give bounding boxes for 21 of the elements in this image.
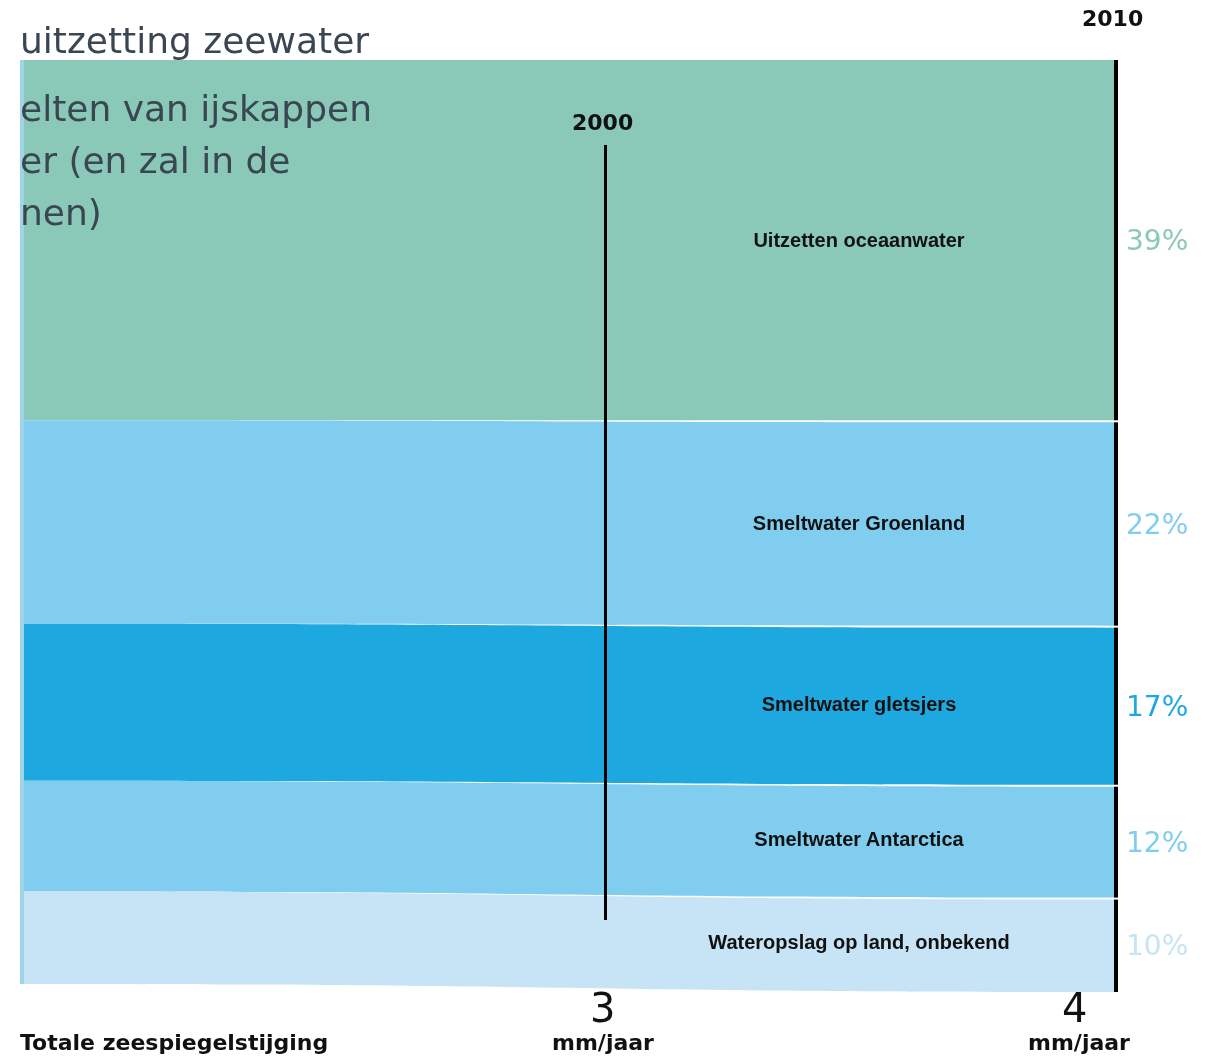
text: 2010 [1082, 6, 1144, 31]
data-label: 17% [1126, 689, 1189, 723]
data-label: 22% [1126, 507, 1189, 541]
text: mm/jaar [1028, 1030, 1130, 1055]
category-label: Smeltwater gletsjers [761, 693, 957, 716]
text: Totale zeespiegelstijging [20, 1030, 329, 1055]
category-label: Wateropslag op land, onbekend [708, 930, 1010, 953]
data-label: 10% [1126, 929, 1189, 963]
data-label: 39% [1126, 223, 1189, 257]
text: 4 [1062, 985, 1088, 1031]
category-label: Uitzetten oceaanwater [753, 229, 965, 252]
text: nen) [20, 192, 102, 233]
text: mm/jaar [552, 1030, 654, 1055]
data-label: 12% [1126, 825, 1189, 859]
text: uitzetting zeewater [20, 20, 370, 61]
text: 2000 [572, 110, 634, 135]
category-label: Smeltwater Groenland [752, 512, 966, 534]
text: 3 [590, 985, 616, 1031]
text: elten van ijskappen [20, 88, 373, 129]
category-label: Smeltwater Antarctica [754, 828, 965, 851]
text: er (en zal in de [20, 140, 291, 181]
